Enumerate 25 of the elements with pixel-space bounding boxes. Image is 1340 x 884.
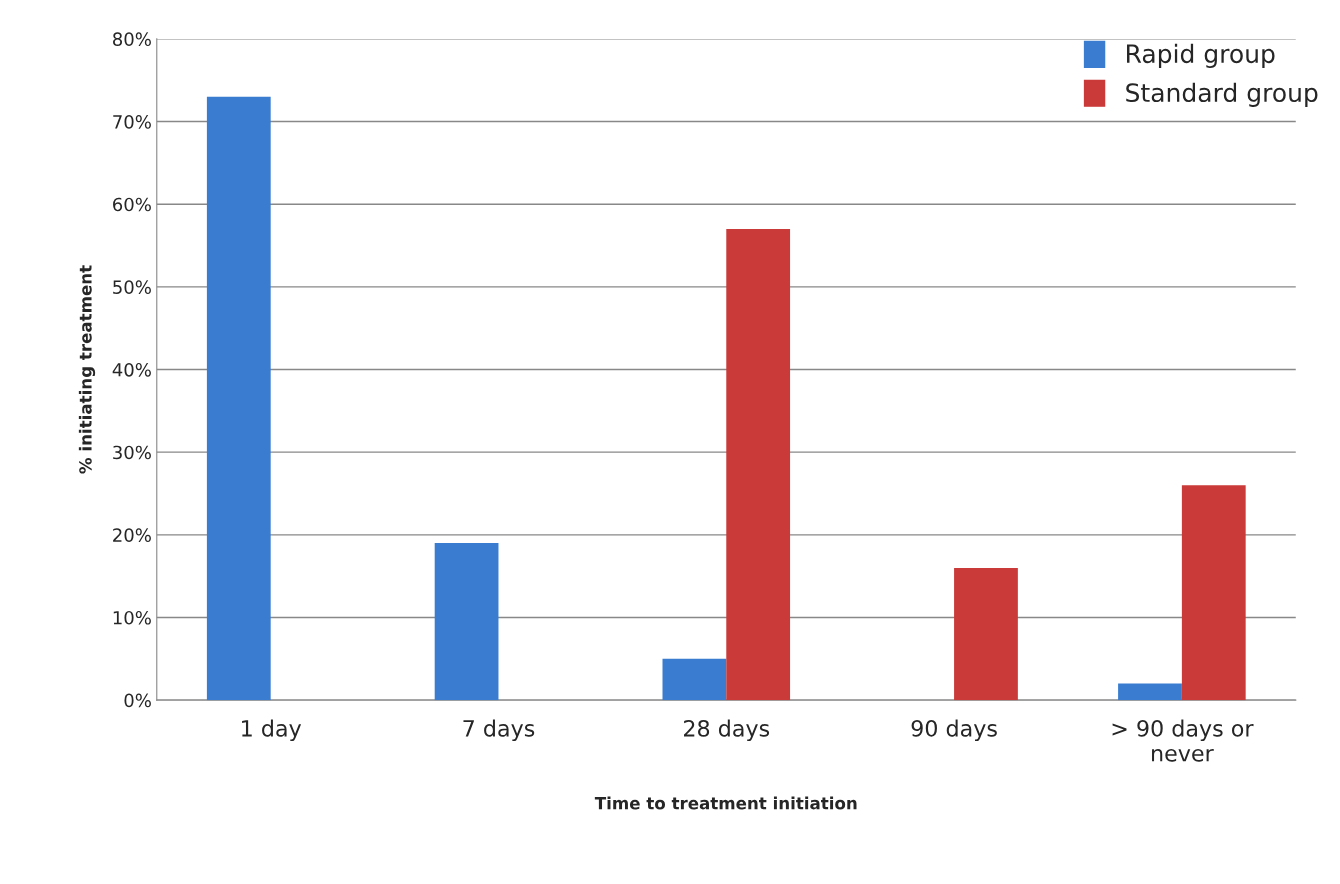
bar — [726, 229, 791, 701]
y-tick-label: 50% — [113, 280, 151, 294]
x-tick-label: 1 day — [242, 719, 302, 742]
y-tick-label: 70% — [113, 115, 151, 129]
y-tick-label: 20% — [113, 528, 151, 542]
x-tick-label: > 90 days or never — [1112, 719, 1254, 762]
y-tick-label: 60% — [113, 197, 151, 212]
y-tick-label: 0% — [124, 693, 151, 708]
y-tick-label: 30% — [113, 445, 151, 460]
x-tick-label: 7 days — [463, 719, 535, 742]
bar — [206, 96, 271, 701]
y-tick-label: 10% — [113, 610, 151, 625]
y-tick-label: 40% — [112, 362, 151, 377]
bar — [1118, 683, 1182, 701]
y-tick-label: 80% — [113, 32, 151, 47]
x-axis-title: Time to treatment initiation — [594, 796, 857, 810]
x-tick-label: 28 days — [684, 719, 770, 742]
bar — [434, 543, 499, 701]
legend-label: Standard group — [1126, 82, 1318, 107]
bar — [662, 658, 727, 701]
bar — [954, 567, 1018, 701]
x-tick-label: 90 days — [911, 719, 997, 742]
legend-label: Rapid group — [1127, 43, 1275, 69]
bar — [1181, 485, 1246, 701]
y-axis-title: % initiating treatment — [78, 265, 96, 474]
